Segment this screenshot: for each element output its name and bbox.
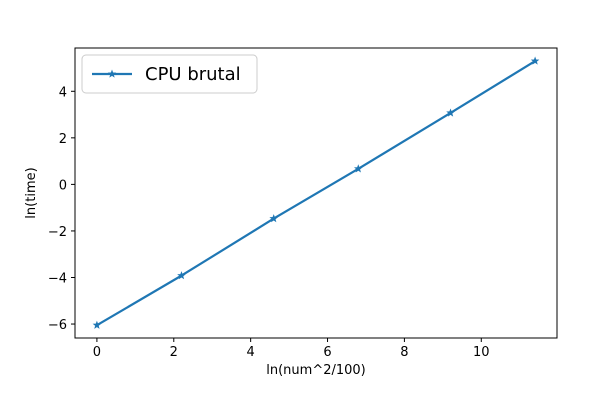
y-tick-label: −2 — [48, 225, 67, 240]
x-axis: 0 2 4 6 8 10 — [93, 338, 490, 360]
x-tick-label: 4 — [247, 345, 255, 360]
data-point — [177, 271, 186, 280]
y-tick-label: −6 — [48, 318, 67, 333]
x-tick-label: 10 — [473, 345, 490, 360]
x-tick-label: 8 — [400, 345, 408, 360]
x-tick-label: 6 — [323, 345, 331, 360]
y-axis: −6 −4 −2 0 2 4 — [48, 85, 75, 333]
data-point — [354, 164, 363, 173]
y-tick-label: 2 — [59, 132, 67, 147]
axes-frame — [74, 47, 558, 339]
data-point — [446, 108, 455, 117]
y-tick-label: 0 — [59, 178, 67, 193]
x-axis-label: ln(num^2/100) — [266, 363, 366, 378]
data-point — [530, 56, 540, 65]
series-layer — [92, 56, 540, 329]
x-tick-label: 0 — [93, 345, 101, 360]
y-tick-label: −4 — [48, 271, 67, 286]
legend-marker-swatch — [107, 69, 117, 78]
data-point — [92, 320, 102, 329]
data-point — [269, 214, 278, 223]
y-axis-label: ln(time) — [24, 167, 39, 218]
legend-frame — [81, 54, 258, 94]
x-tick-label: 2 — [170, 345, 178, 360]
legend-label: CPU brutal — [145, 64, 241, 85]
legend: CPU brutal — [81, 54, 258, 94]
y-tick-label: 4 — [59, 85, 67, 100]
series-line — [96, 60, 536, 327]
